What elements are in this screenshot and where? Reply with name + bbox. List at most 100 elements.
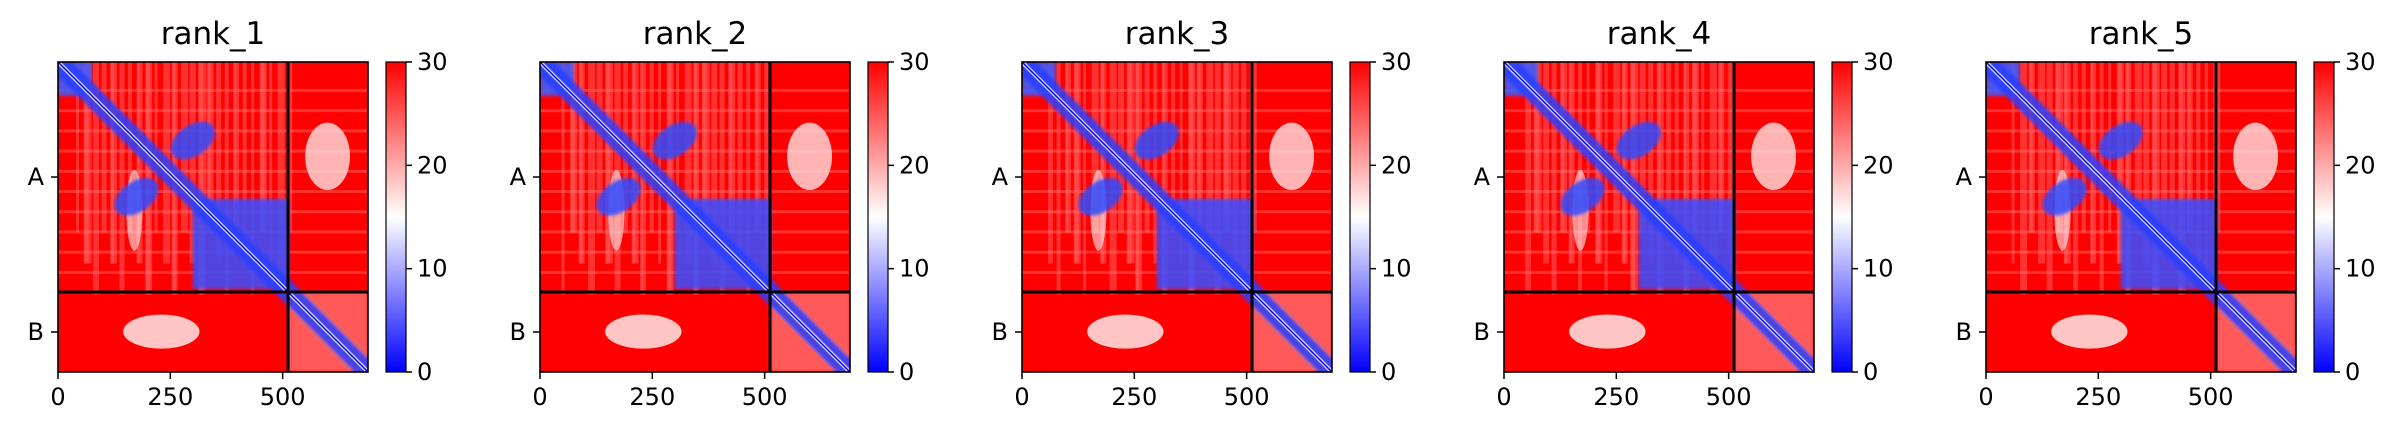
x-tick-label: 250 bbox=[147, 383, 193, 411]
offdiag-patch bbox=[1751, 122, 1797, 191]
texture-band bbox=[1504, 190, 1814, 194]
texture-streak bbox=[2143, 62, 2150, 264]
x-tick-label: 0 bbox=[532, 383, 547, 411]
domain-lobe bbox=[2042, 177, 2087, 216]
axes-frame bbox=[539, 61, 851, 373]
diagonal-core bbox=[1986, 62, 2296, 372]
y-tick-label: A bbox=[28, 163, 45, 191]
texture-streak bbox=[1709, 62, 1717, 295]
texture-streak bbox=[2125, 62, 2132, 295]
texture-streak bbox=[2152, 62, 2160, 295]
texture-band bbox=[58, 190, 368, 194]
texture-streak bbox=[579, 62, 583, 264]
texture-streak bbox=[1232, 62, 1239, 264]
texture-streak bbox=[570, 62, 578, 233]
pae-heatmap bbox=[1022, 62, 1332, 372]
texture-streak bbox=[2063, 62, 2068, 264]
texture-streak bbox=[259, 62, 267, 233]
texture-streak bbox=[2169, 62, 2175, 264]
texture-streak bbox=[1621, 62, 1628, 264]
texture-streak bbox=[1197, 62, 1201, 233]
texture-streak bbox=[729, 62, 736, 233]
y-tick-label: A bbox=[1956, 163, 1973, 191]
texture-streak bbox=[2117, 62, 2122, 264]
texture-band bbox=[58, 109, 368, 113]
texture-streak bbox=[110, 62, 115, 264]
y-tick-label: B bbox=[1474, 318, 1490, 346]
texture-streak bbox=[93, 62, 100, 295]
texture-streak bbox=[1561, 62, 1568, 233]
texture-streak bbox=[2011, 62, 2015, 264]
pae-panel-4: rank_4 0 250 500 A B 0 10 20 30 bbox=[1474, 16, 1894, 411]
colorbar-tick-label: 30 bbox=[417, 48, 448, 76]
texture-streak bbox=[605, 62, 611, 264]
texture-streak bbox=[83, 62, 89, 264]
x-tick-label: 500 bbox=[1706, 383, 1752, 411]
texture-streak bbox=[269, 62, 273, 264]
texture-streak bbox=[693, 62, 700, 295]
y-tick-label: B bbox=[28, 318, 44, 346]
texture-streak bbox=[1206, 62, 1214, 264]
texture-band bbox=[540, 190, 850, 194]
texture-streak bbox=[1214, 62, 1221, 295]
colorbar: 0 10 20 30 bbox=[1831, 48, 1894, 386]
colorbar-tick-label: 10 bbox=[417, 255, 448, 283]
texture-streak bbox=[1622, 62, 1626, 264]
texture-streak bbox=[606, 62, 614, 264]
offdiag-patch bbox=[1087, 314, 1164, 349]
texture-band bbox=[1022, 88, 1332, 92]
domain-lobe bbox=[1616, 121, 1661, 160]
texture-streak bbox=[719, 62, 725, 295]
texture-streak bbox=[701, 62, 707, 233]
texture-streak bbox=[111, 62, 118, 264]
x-tick-label: 250 bbox=[1111, 383, 1157, 411]
texture-streak bbox=[596, 62, 603, 233]
x-tick-label: 0 bbox=[1978, 383, 1993, 411]
texture-streak bbox=[1551, 62, 1557, 295]
x-tick-label: 250 bbox=[2075, 383, 2121, 411]
texture-streak bbox=[1101, 62, 1105, 264]
domain-lobe bbox=[114, 177, 159, 216]
texture-streak bbox=[1691, 62, 1699, 233]
texture-streak bbox=[1223, 62, 1229, 233]
texture-streak bbox=[1189, 62, 1194, 295]
texture-band bbox=[1986, 190, 2296, 194]
colorbar-gradient bbox=[1831, 61, 1853, 373]
colorbar-tick-label: 10 bbox=[2345, 255, 2376, 283]
texture-band bbox=[1022, 190, 1332, 194]
colorbar-tick-label: 30 bbox=[1863, 48, 1894, 76]
texture-streak bbox=[1162, 62, 1168, 295]
colorbar-tick-label: 20 bbox=[1863, 151, 1894, 179]
texture-band bbox=[58, 149, 368, 153]
colorbar: 0 10 20 30 bbox=[1349, 48, 1412, 386]
texture-streak bbox=[233, 62, 237, 233]
texture-streak bbox=[1161, 62, 1165, 295]
texture-streak bbox=[2020, 62, 2028, 295]
offdiag-patch bbox=[123, 314, 200, 349]
diagonal-core bbox=[540, 62, 850, 372]
x-tick-label: 0 bbox=[1496, 383, 1511, 411]
colorbar: 0 10 20 30 bbox=[867, 48, 930, 386]
texture-streak bbox=[1666, 62, 1672, 233]
texture-band bbox=[540, 109, 850, 113]
texture-streak bbox=[2179, 62, 2186, 295]
pae-panel-3: rank_3 0 250 500 A B 0 10 20 30 bbox=[992, 16, 1412, 411]
colorbar-gradient bbox=[1349, 61, 1371, 373]
x-tick-label: 0 bbox=[50, 383, 65, 411]
texture-streak bbox=[1648, 62, 1654, 264]
pae-heatmap bbox=[58, 62, 368, 372]
domain-lobe bbox=[652, 121, 697, 160]
texture-band bbox=[1986, 169, 2296, 173]
texture-band bbox=[540, 88, 850, 92]
texture-band bbox=[1986, 149, 2296, 153]
texture-streak bbox=[578, 62, 585, 264]
texture-band bbox=[1022, 169, 1332, 173]
pae-panel-1: rank_1 0 250 500 A B 0 10 20 30 bbox=[28, 16, 448, 411]
texture-band bbox=[58, 88, 368, 92]
texture-band bbox=[58, 169, 368, 173]
texture-streak bbox=[1196, 62, 1203, 233]
texture-band bbox=[1022, 109, 1332, 113]
colorbar-tick-label: 0 bbox=[1863, 358, 1878, 386]
texture-streak bbox=[746, 62, 751, 295]
axes-frame bbox=[57, 61, 369, 373]
